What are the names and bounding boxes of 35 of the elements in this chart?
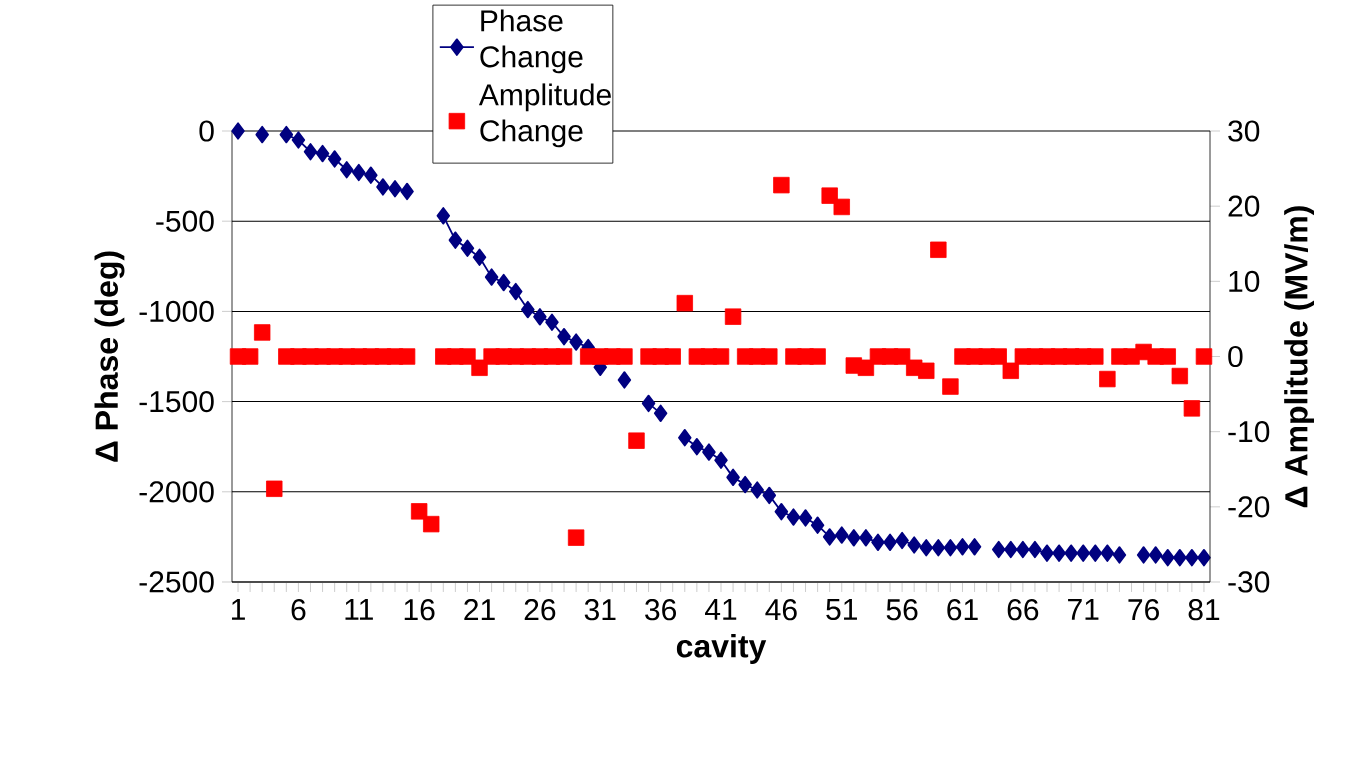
x-tick-label: 41: [705, 599, 737, 620]
y2-tick-label: 0: [1228, 345, 1243, 368]
y2-tick-label: 20: [1228, 195, 1260, 217]
x-tick-label: 81: [1188, 599, 1220, 621]
y-tick-label: -1000: [139, 300, 214, 323]
y-tick-label: -1500: [139, 390, 214, 413]
x-tick-label: 11: [345, 599, 373, 620]
y-tick-label: -500: [156, 210, 214, 232]
x-tick-label: 26: [524, 599, 556, 621]
y-tick-label: 0: [199, 120, 214, 142]
y2-tick-label: -20: [1228, 496, 1270, 518]
y-tick-label: -2000: [139, 481, 214, 503]
x-tick-label: 61: [947, 599, 978, 621]
y-axis-title: Δ Phase (deg): [94, 251, 125, 462]
x-tick-label: 21: [464, 599, 495, 621]
y2-tick-label: -10: [1228, 421, 1270, 443]
x-tick-label: 36: [645, 599, 676, 621]
y2-axis-title: Δ Amplitude (MV/m): [1284, 206, 1314, 508]
legend-label: Amplitude Change: [478, 83, 611, 148]
y2-tick-label: 30: [1228, 120, 1260, 142]
x-axis-title: cavity: [676, 634, 767, 664]
x-tick-label: 16: [404, 599, 435, 621]
legend-label: Phase Change: [480, 9, 583, 74]
x-tick-label: 56: [886, 599, 918, 621]
x-tick-label: 46: [765, 599, 797, 621]
y2-tick-label: -30: [1228, 571, 1270, 593]
x-tick-label: 76: [1128, 599, 1159, 621]
y-tick-label: -2500: [139, 571, 214, 593]
x-tick-label: 31: [584, 599, 616, 621]
x-tick-label: 71: [1068, 599, 1099, 620]
y2-tick-label: 10: [1229, 270, 1260, 292]
x-tick-label: 51: [826, 599, 857, 620]
x-tick-label: 1: [231, 599, 245, 620]
x-tick-label: 66: [1007, 599, 1039, 621]
x-tick-label: 6: [291, 599, 306, 621]
